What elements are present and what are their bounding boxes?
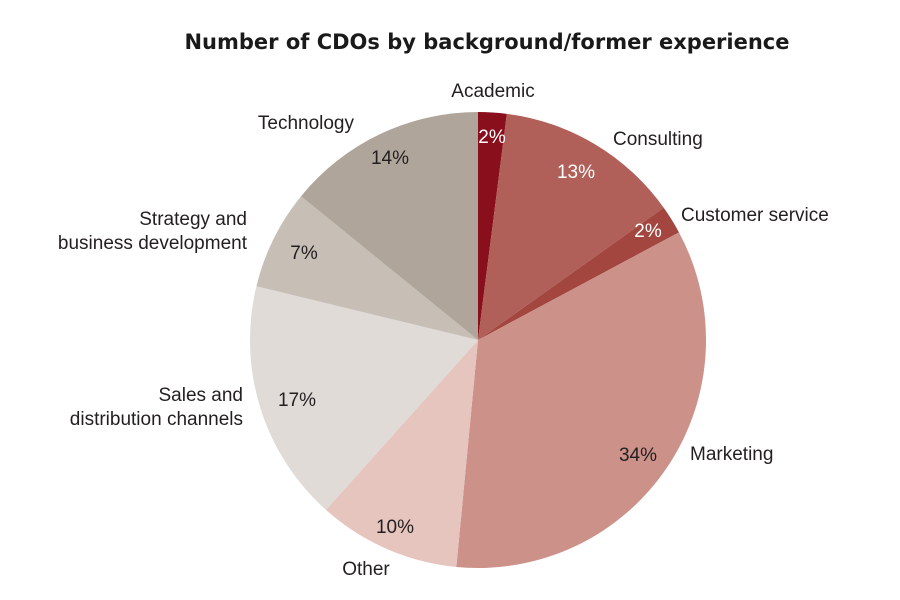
category-label-academic: Academic [451, 81, 534, 102]
category-label-marketing: Marketing [690, 444, 773, 465]
category-label-sales-and-distribution-channels: Sales and distribution channels [70, 385, 243, 430]
category-label-technology: Technology [258, 113, 355, 134]
percent-label-other: 10% [376, 517, 414, 538]
category-label-consulting: Consulting [613, 129, 703, 150]
slice-other [325, 340, 478, 567]
slice-strategy-and-business-development [256, 196, 478, 340]
percent-label-strategy-and-business-development: 7% [290, 243, 318, 264]
percent-labels-group: 2% 13% 2% 34% 10% 17% 7% 14% [278, 127, 662, 538]
percent-label-consulting: 13% [557, 162, 595, 183]
slice-marketing [456, 232, 707, 569]
category-labels-group: Academic Consulting Customer service Market… [58, 81, 829, 580]
slice-customer-service [478, 207, 679, 340]
slices-group [250, 111, 707, 569]
percent-label-marketing: 34% [619, 445, 657, 466]
slice-technology [301, 112, 478, 340]
percent-label-customer-service: 2% [634, 221, 662, 242]
category-label-strategy-and-business-development: Strategy and business development [58, 209, 248, 254]
percent-label-technology: 14% [371, 148, 409, 169]
slice-academic [478, 111, 507, 340]
percent-label-sales-and-distribution-channels: 17% [278, 390, 316, 411]
slice-consulting [478, 113, 664, 340]
chart-title: Number of CDOs by background/former expe… [184, 30, 789, 54]
slice-sales-and-distribution-channels [250, 286, 478, 510]
category-label-other: Other [342, 559, 390, 580]
category-label-customer-service: Customer service [681, 205, 829, 226]
percent-label-academic: 2% [478, 127, 506, 148]
